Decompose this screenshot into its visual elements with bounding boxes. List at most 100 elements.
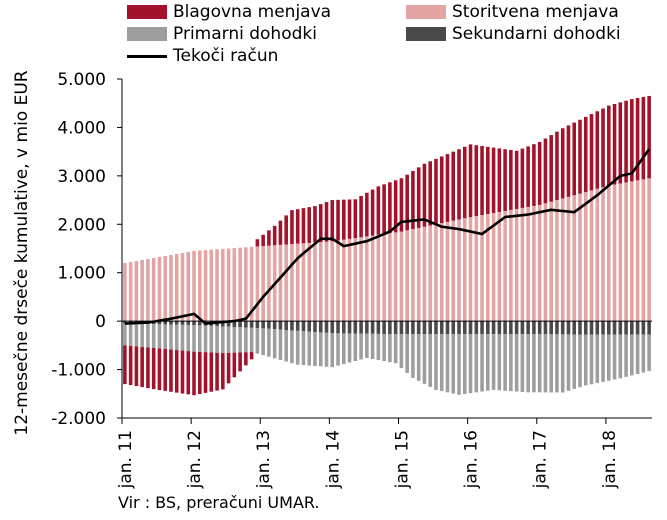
bar-secondary: [336, 321, 340, 334]
bar-primary: [618, 334, 623, 379]
bar-services: [226, 248, 231, 322]
bar-goods: [192, 351, 196, 396]
bar-goods: [376, 186, 381, 235]
y-tick-label: 0: [95, 312, 106, 332]
bar-services: [549, 201, 553, 322]
bar-goods: [491, 147, 496, 213]
bar-goods: [572, 122, 577, 196]
bar-goods: [342, 199, 346, 240]
bar-primary: [560, 334, 565, 393]
bar-primary: [238, 327, 242, 353]
bar-goods: [624, 100, 628, 183]
bar-services: [635, 180, 640, 322]
bar-services: [543, 203, 548, 322]
bar-secondary: [549, 321, 553, 335]
bar-primary: [416, 334, 421, 381]
bar-services: [353, 238, 358, 322]
bar-secondary: [451, 321, 456, 335]
bar-primary: [595, 334, 600, 384]
bar-services: [647, 178, 651, 322]
legend-item-secondary: Sekundarni dohodki: [406, 24, 621, 44]
bar-secondary: [630, 321, 634, 335]
bar-secondary: [607, 321, 611, 335]
bar-primary: [555, 334, 559, 393]
bar-secondary: [232, 321, 237, 327]
bar-goods: [244, 352, 248, 366]
bar-secondary: [537, 321, 542, 335]
bar-primary: [359, 333, 363, 360]
bar-primary: [601, 334, 605, 382]
bar-goods: [416, 167, 421, 228]
bar-primary: [428, 334, 432, 387]
bar-secondary: [301, 321, 306, 332]
bar-primary: [405, 334, 409, 373]
bar-primary: [157, 324, 162, 349]
bar-services: [526, 206, 530, 322]
source-note: Vir : BS, preračuni UMAR.: [118, 493, 320, 512]
bar-services: [197, 250, 202, 322]
bar-primary: [272, 329, 277, 359]
bar-services: [601, 187, 605, 322]
x-tick-label: jan. 12: [185, 430, 205, 489]
bar-goods: [215, 352, 219, 391]
bar-primary: [451, 334, 456, 394]
bar-services: [411, 229, 415, 322]
bar-goods: [434, 158, 438, 225]
bar-primary: [434, 334, 438, 390]
bar-secondary: [532, 321, 536, 335]
bar-secondary: [647, 321, 651, 335]
bar-services: [457, 219, 461, 322]
bar-secondary: [365, 321, 369, 334]
bar-goods: [313, 206, 317, 243]
bar-goods: [607, 105, 611, 186]
bar-goods: [514, 150, 519, 209]
bar-goods: [618, 102, 623, 184]
bar-goods: [180, 350, 185, 394]
bar-secondary: [347, 321, 352, 334]
bar-goods: [249, 352, 254, 360]
bar-secondary: [180, 321, 185, 325]
legend-item-primary: Primarni dohodki: [127, 24, 317, 44]
bar-goods: [295, 209, 300, 244]
bar-primary: [140, 323, 144, 347]
bar-primary: [630, 334, 634, 376]
bar-goods: [221, 353, 225, 390]
bar-services: [462, 218, 467, 322]
bar-services: [342, 239, 346, 322]
bar-secondary: [474, 321, 479, 335]
bar-services: [468, 217, 473, 322]
bar-services: [405, 230, 409, 322]
bar-secondary: [169, 321, 173, 325]
bar-secondary: [342, 321, 346, 334]
bar-primary: [526, 334, 530, 393]
bar-services: [497, 211, 502, 322]
bar-primary: [486, 334, 490, 391]
bar-services: [307, 242, 312, 322]
bar-goods: [169, 349, 173, 392]
y-tick-label: 4.000: [57, 118, 106, 138]
bar-primary: [647, 334, 651, 372]
bar-primary: [342, 333, 346, 365]
bar-primary: [244, 327, 248, 353]
bar-goods: [474, 145, 479, 217]
bar-secondary: [555, 321, 559, 335]
bar-goods: [537, 141, 542, 205]
bar-goods: [370, 189, 375, 236]
bar-goods: [336, 199, 340, 241]
bar-goods: [255, 239, 260, 247]
bar-services: [232, 248, 237, 322]
bar-secondary: [284, 321, 288, 331]
bar-services: [509, 209, 513, 322]
bar-services: [486, 213, 490, 322]
bar-services: [284, 244, 288, 322]
bar-goods: [468, 144, 473, 218]
legend-item-current: Tekoči račun: [127, 46, 278, 66]
bar-goods: [382, 184, 386, 234]
bar-goods: [272, 225, 277, 246]
bar-secondary: [267, 321, 271, 329]
bar-primary: [509, 334, 513, 392]
bar-secondary: [261, 321, 265, 329]
bar-services: [221, 248, 225, 322]
bar-secondary: [618, 321, 623, 335]
bar-secondary: [543, 321, 548, 335]
